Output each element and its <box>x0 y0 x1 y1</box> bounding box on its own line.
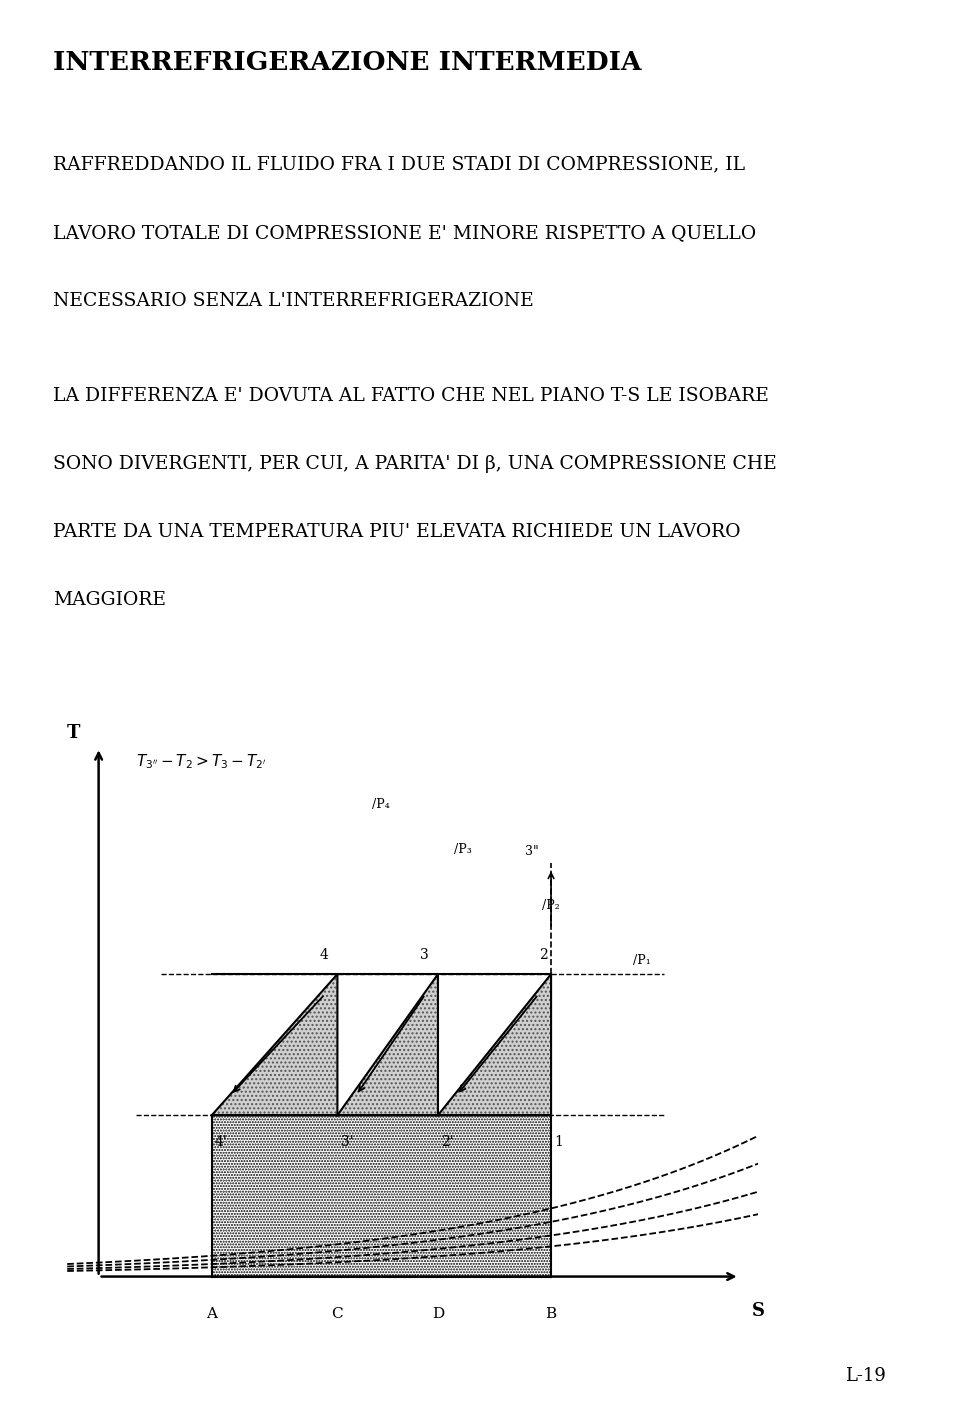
Text: 4': 4' <box>215 1136 228 1150</box>
Text: B: B <box>545 1307 557 1321</box>
Text: $T_{3^{\prime\prime}}-T_2 > T_3 - T_{2^{\prime}}$: $T_{3^{\prime\prime}}-T_2 > T_3 - T_{2^{… <box>136 752 267 770</box>
Text: D: D <box>432 1307 444 1321</box>
Text: MAGGIORE: MAGGIORE <box>53 590 166 609</box>
Text: L-19: L-19 <box>845 1366 886 1385</box>
Text: 1: 1 <box>554 1136 564 1150</box>
Text: RAFFREDDANDO IL FLUIDO FRA I DUE STADI DI COMPRESSIONE, IL: RAFFREDDANDO IL FLUIDO FRA I DUE STADI D… <box>53 156 745 174</box>
Text: 3': 3' <box>341 1136 353 1150</box>
Text: INTERREFRIGERAZIONE INTERMEDIA: INTERREFRIGERAZIONE INTERMEDIA <box>53 50 641 75</box>
Text: /P₄: /P₄ <box>372 797 390 811</box>
Text: S: S <box>752 1301 765 1320</box>
Text: 2': 2' <box>441 1136 454 1150</box>
Text: LAVORO TOTALE DI COMPRESSIONE E' MINORE RISPETTO A QUELLO: LAVORO TOTALE DI COMPRESSIONE E' MINORE … <box>53 224 756 242</box>
Text: /P₃: /P₃ <box>454 843 471 857</box>
Text: T: T <box>67 725 81 742</box>
Text: SONO DIVERGENTI, PER CUI, A PARITA' DI β, UNA COMPRESSIONE CHE: SONO DIVERGENTI, PER CUI, A PARITA' DI β… <box>53 455 777 473</box>
Bar <box>212 1116 551 1277</box>
Polygon shape <box>438 974 551 1116</box>
Text: 3": 3" <box>525 845 539 858</box>
Text: 2: 2 <box>540 947 548 961</box>
Polygon shape <box>337 974 438 1116</box>
Text: PARTE DA UNA TEMPERATURA PIU' ELEVATA RICHIEDE UN LAVORO: PARTE DA UNA TEMPERATURA PIU' ELEVATA RI… <box>53 523 740 541</box>
Text: A: A <box>206 1307 217 1321</box>
Text: NECESSARIO SENZA L'INTERREFRIGERAZIONE: NECESSARIO SENZA L'INTERREFRIGERAZIONE <box>53 292 534 310</box>
Text: LA DIFFERENZA E' DOVUTA AL FATTO CHE NEL PIANO T-S LE ISOBARE: LA DIFFERENZA E' DOVUTA AL FATTO CHE NEL… <box>53 387 769 405</box>
Text: 4: 4 <box>319 947 328 961</box>
Text: 3: 3 <box>420 947 428 961</box>
Text: /P₁: /P₁ <box>633 954 651 967</box>
Text: C: C <box>331 1307 344 1321</box>
Polygon shape <box>212 974 337 1116</box>
Text: /P₂: /P₂ <box>541 899 560 912</box>
